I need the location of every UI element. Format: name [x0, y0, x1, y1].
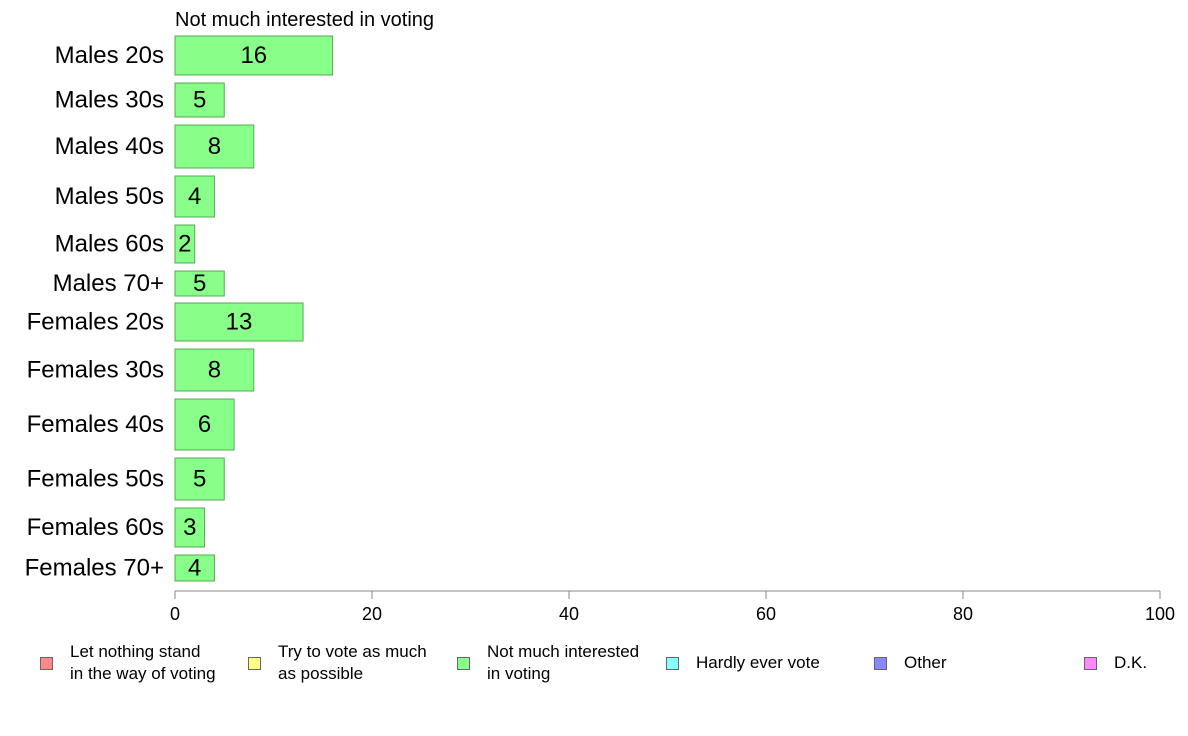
bar	[174, 82, 225, 118]
category-label: Females 40s	[27, 411, 164, 438]
bar	[174, 175, 215, 218]
bar	[174, 554, 215, 582]
legend-swatch	[457, 656, 470, 670]
legend-label: Try to vote as much as possible	[278, 642, 427, 683]
legend-label: Other	[904, 653, 947, 672]
value-label: 5	[193, 87, 206, 114]
legend: Let nothing stand in the way of voting T…	[0, 640, 1188, 690]
legend-swatch	[666, 656, 679, 670]
legend-item-try-to-vote: Try to vote as much as possible	[248, 640, 427, 686]
category-label: Females 20s	[27, 309, 164, 336]
x-tick-label: 100	[1145, 604, 1175, 624]
legend-label: Let nothing stand in the way of voting	[70, 642, 216, 683]
legend-item-not-much-interested: Not much interested in voting	[457, 640, 639, 686]
legend-swatch	[40, 656, 53, 670]
chart-title: Not much interested in voting	[175, 9, 434, 31]
category-label: Females 50s	[27, 466, 164, 493]
legend-swatch	[248, 656, 261, 670]
bar	[174, 348, 255, 392]
x-tick-label: 20	[362, 604, 382, 624]
value-label: 16	[240, 42, 267, 69]
value-label: 6	[198, 411, 211, 438]
category-label: Males 30s	[55, 87, 164, 114]
x-tick-label: 60	[756, 604, 776, 624]
value-label: 13	[226, 309, 253, 336]
bar	[174, 507, 206, 548]
category-label: Females 60s	[27, 514, 164, 541]
legend-item-hardly-ever-vote: Hardly ever vote	[666, 640, 820, 686]
legend-label: D.K.	[1114, 653, 1148, 672]
value-label: 5	[193, 466, 206, 493]
value-label: 8	[208, 133, 221, 160]
bar-chart: Not much interested in voting Males 20s 1…	[25, 9, 1175, 624]
legend-label: Hardly ever vote	[696, 653, 820, 672]
legend-item-dk: D.K.	[1084, 640, 1147, 686]
x-tick-label: 40	[559, 604, 579, 624]
value-label: 3	[183, 514, 196, 541]
bar	[174, 124, 255, 169]
category-label: Males 60s	[55, 231, 164, 258]
category-label: Females 70+	[25, 555, 164, 582]
category-label: Males 70+	[53, 270, 164, 297]
bar	[174, 224, 196, 264]
value-label: 4	[188, 183, 201, 210]
value-label: 4	[188, 555, 201, 582]
category-label: Males 40s	[55, 133, 164, 160]
bar	[174, 457, 225, 501]
legend-item-other: Other	[874, 640, 947, 686]
category-label: Males 20s	[55, 42, 164, 69]
legend-swatch	[1084, 656, 1097, 670]
x-axis: 0 20 40 60 80 100	[170, 590, 1175, 624]
bar	[174, 302, 304, 342]
bar	[174, 398, 235, 451]
x-tick-label: 80	[953, 604, 973, 624]
category-label: Females 30s	[27, 357, 164, 384]
value-label: 8	[208, 357, 221, 384]
legend-label: Not much interested in voting	[487, 642, 640, 683]
legend-item-let-nothing-stand: Let nothing stand in the way of voting	[40, 640, 216, 686]
bar	[174, 270, 225, 297]
value-label: 2	[178, 231, 191, 258]
x-tick-label: 0	[170, 604, 180, 624]
bars-group: Males 20s 16 Males 30s 5 Males 40s 8 Males 50s…	[25, 35, 334, 582]
value-label: 5	[193, 270, 206, 297]
bar	[174, 35, 334, 76]
legend-swatch	[874, 656, 887, 670]
category-label: Males 50s	[55, 183, 164, 210]
